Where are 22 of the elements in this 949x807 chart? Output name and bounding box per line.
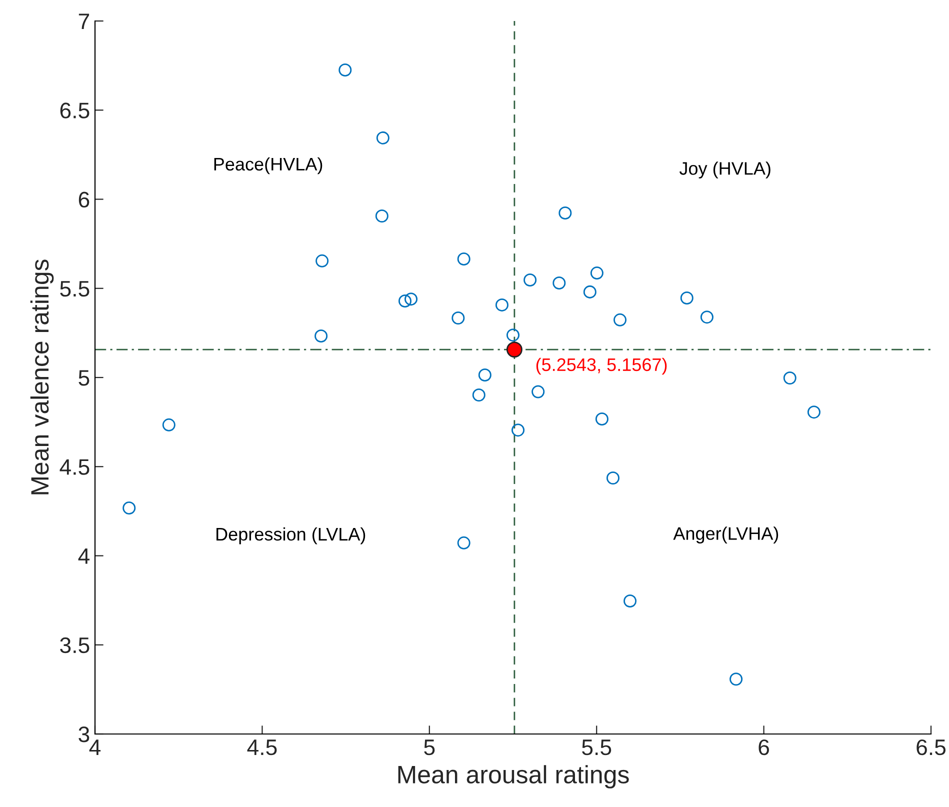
y-tick-label: 4 [78, 548, 90, 564]
x-tick-label: 4.5 [247, 740, 277, 756]
x-tick-label: 5 [424, 740, 435, 756]
annotation: (5.2543, 5.1567) [536, 358, 667, 375]
y-tick-label: 4.5 [60, 459, 90, 475]
y-tick-label: 3.5 [60, 637, 90, 654]
x-tick-label: 5.5 [582, 740, 612, 756]
annotation: Depression (LVLA) [216, 527, 366, 544]
y-tick-label: 3 [78, 726, 90, 742]
y-tick-label: 5 [78, 370, 90, 386]
x-tick-label: 6.5 [916, 739, 946, 756]
y-axis-title: Mean valence ratings [30, 260, 54, 494]
y-tick-label: 5.5 [60, 281, 90, 297]
annotation: Peace(HVLA) [214, 157, 322, 174]
annotation: Joy (HVLA) [679, 162, 770, 178]
y-tick-label: 6.5 [60, 102, 90, 118]
x-tick-label: 4 [89, 740, 101, 755]
x-axis-title: Mean arousal ratings [398, 765, 629, 788]
y-tick-label: 6 [78, 192, 90, 208]
annotation: Anger(LVHA) [673, 526, 778, 544]
y-tick-label: 7 [78, 14, 90, 30]
x-tick-label: 6 [758, 739, 770, 756]
